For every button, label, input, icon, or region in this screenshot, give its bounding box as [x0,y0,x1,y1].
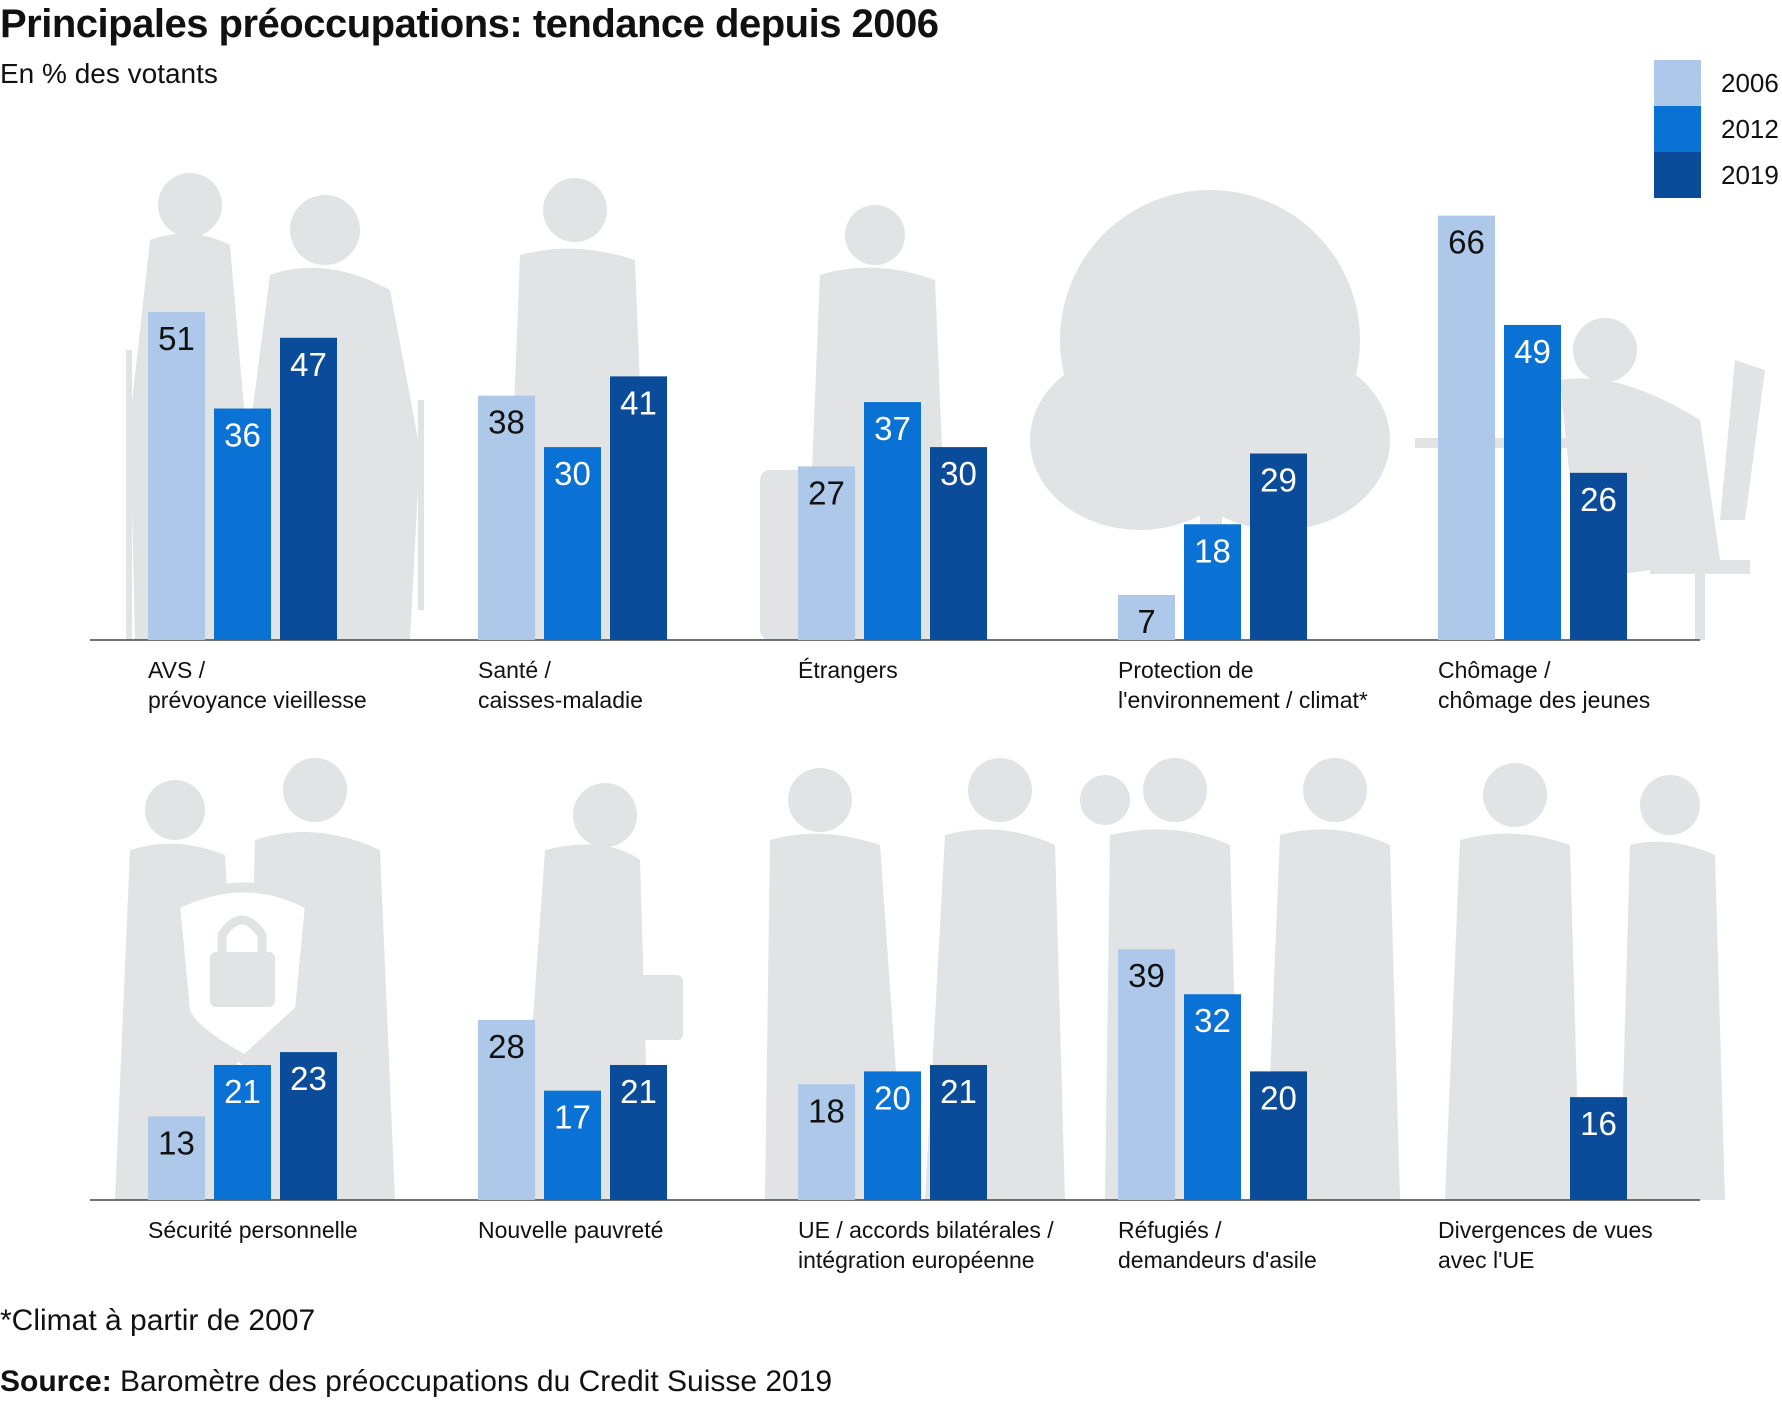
category-label: Étrangers [798,657,898,683]
value-label: 28 [488,1028,525,1065]
value-label: 7 [1137,603,1155,640]
legend-item-2012: 2012 [1654,106,1779,152]
value-label: 20 [874,1079,911,1116]
legend-item-2019: 2019 [1654,152,1779,198]
category-label: prévoyance vieillesse [148,687,367,713]
value-label: 20 [1260,1079,1297,1116]
value-label: 41 [620,384,657,421]
bar-2006 [478,1019,535,1200]
category-label: Divergences de vues [1438,1217,1653,1243]
bar-2012 [1184,994,1241,1200]
bar-2019 [1570,472,1627,640]
value-label: 49 [1514,333,1551,370]
legend-swatch-2019 [1654,152,1701,198]
bar-2019 [930,1064,987,1200]
bar-2012 [1184,524,1241,640]
bars-group [148,215,1627,1200]
legend-swatch-2012 [1654,106,1701,152]
value-label: 26 [1580,481,1617,518]
source-text: Baromètre des préoccupations du Credit S… [111,1365,833,1398]
bar-2012 [1504,324,1561,640]
bar-2019 [1250,1071,1307,1200]
category-label: chômage des jeunes [1438,687,1650,713]
category-label: Santé / [478,657,551,683]
footnote: *Climat à partir de 2007 [0,1304,316,1337]
category-label: demandeurs d'asile [1118,1247,1317,1273]
value-label: 36 [224,417,261,454]
value-label: 47 [290,346,327,383]
value-label: 23 [290,1060,327,1097]
bar-2019 [610,376,667,640]
value-label: 30 [554,455,591,492]
category-label: intégration européenne [798,1247,1035,1273]
bar-2006 [1118,594,1175,640]
bar-2012 [544,1090,601,1200]
bar-2019 [610,1064,667,1200]
legend-swatch-2006 [1654,60,1701,106]
value-label: 21 [224,1073,261,1110]
value-label: 18 [808,1092,845,1129]
value-label: 13 [158,1124,195,1161]
value-label: 29 [1260,462,1297,499]
value-label: 38 [488,404,525,441]
value-label: 30 [940,455,977,492]
category-label: Nouvelle pauvreté [478,1217,663,1243]
bar-2006 [1438,215,1495,640]
bar-2006 [798,1084,855,1200]
category-labels-group: AVS / prévoyance vieillesse Santé / caisses… [148,657,1653,1273]
value-label: 27 [808,474,845,511]
legend-label-2019: 2019 [1721,159,1779,190]
discussion-silhouette-icon [1445,763,1725,1200]
category-label: Chômage / [1438,657,1551,683]
source-label: Source: [0,1365,112,1398]
value-label: 66 [1448,224,1485,261]
category-label: UE / accords bilatérales / [798,1217,1054,1243]
chart-title: Principales préoccupations: tendance dep… [0,2,939,46]
bar-2012 [214,1064,271,1200]
legend-item-2006: 2006 [1654,60,1779,106]
bar-2006 [478,395,535,640]
bar-2019 [280,337,337,640]
bar-2019 [1570,1097,1627,1200]
bar-2012 [544,447,601,640]
bar-2019 [1250,453,1307,640]
bar-2012 [864,1071,921,1200]
bar-chart: 51 36 47 38 30 41 27 37 30 7 18 29 66 49 26 13 21 23 28 17 2… [90,173,1765,1273]
value-label: 32 [1194,1002,1231,1039]
bar-2006 [148,1116,205,1200]
category-label: l'environnement / climat* [1118,687,1368,713]
legend: 2006 2012 2019 [1654,60,1779,198]
value-label: 51 [158,320,195,357]
category-label: AVS / [148,657,206,683]
bar-2019 [930,447,987,640]
bar-2006 [798,466,855,640]
value-label: 17 [554,1099,591,1136]
category-label: avec l'UE [1438,1247,1534,1273]
value-label: 39 [1128,957,1165,994]
bar-2006 [1118,949,1175,1200]
bar-2019 [280,1052,337,1200]
source-note: Source: Baromètre des préoccupations du … [0,1365,832,1399]
category-label: Protection de [1118,657,1254,683]
category-label: caisses-maladie [478,687,643,713]
value-label: 21 [620,1073,657,1110]
value-labels-group: 51 36 47 38 30 41 27 37 30 7 18 29 66 49 26 13 21 23 28 17 2… [158,224,1617,1162]
bar-2006 [148,312,205,640]
value-label: 37 [874,410,911,447]
category-label: Sécurité personnelle [148,1217,358,1243]
legend-label-2006: 2006 [1721,67,1779,98]
value-label: 16 [1580,1105,1617,1142]
bar-2012 [864,402,921,640]
category-label: Réfugiés / [1118,1217,1222,1243]
chart-subtitle: En % des votants [0,58,218,89]
value-label: 21 [940,1073,977,1110]
value-label: 18 [1194,532,1231,569]
bar-2012 [214,408,271,640]
legend-label-2012: 2012 [1721,113,1779,144]
